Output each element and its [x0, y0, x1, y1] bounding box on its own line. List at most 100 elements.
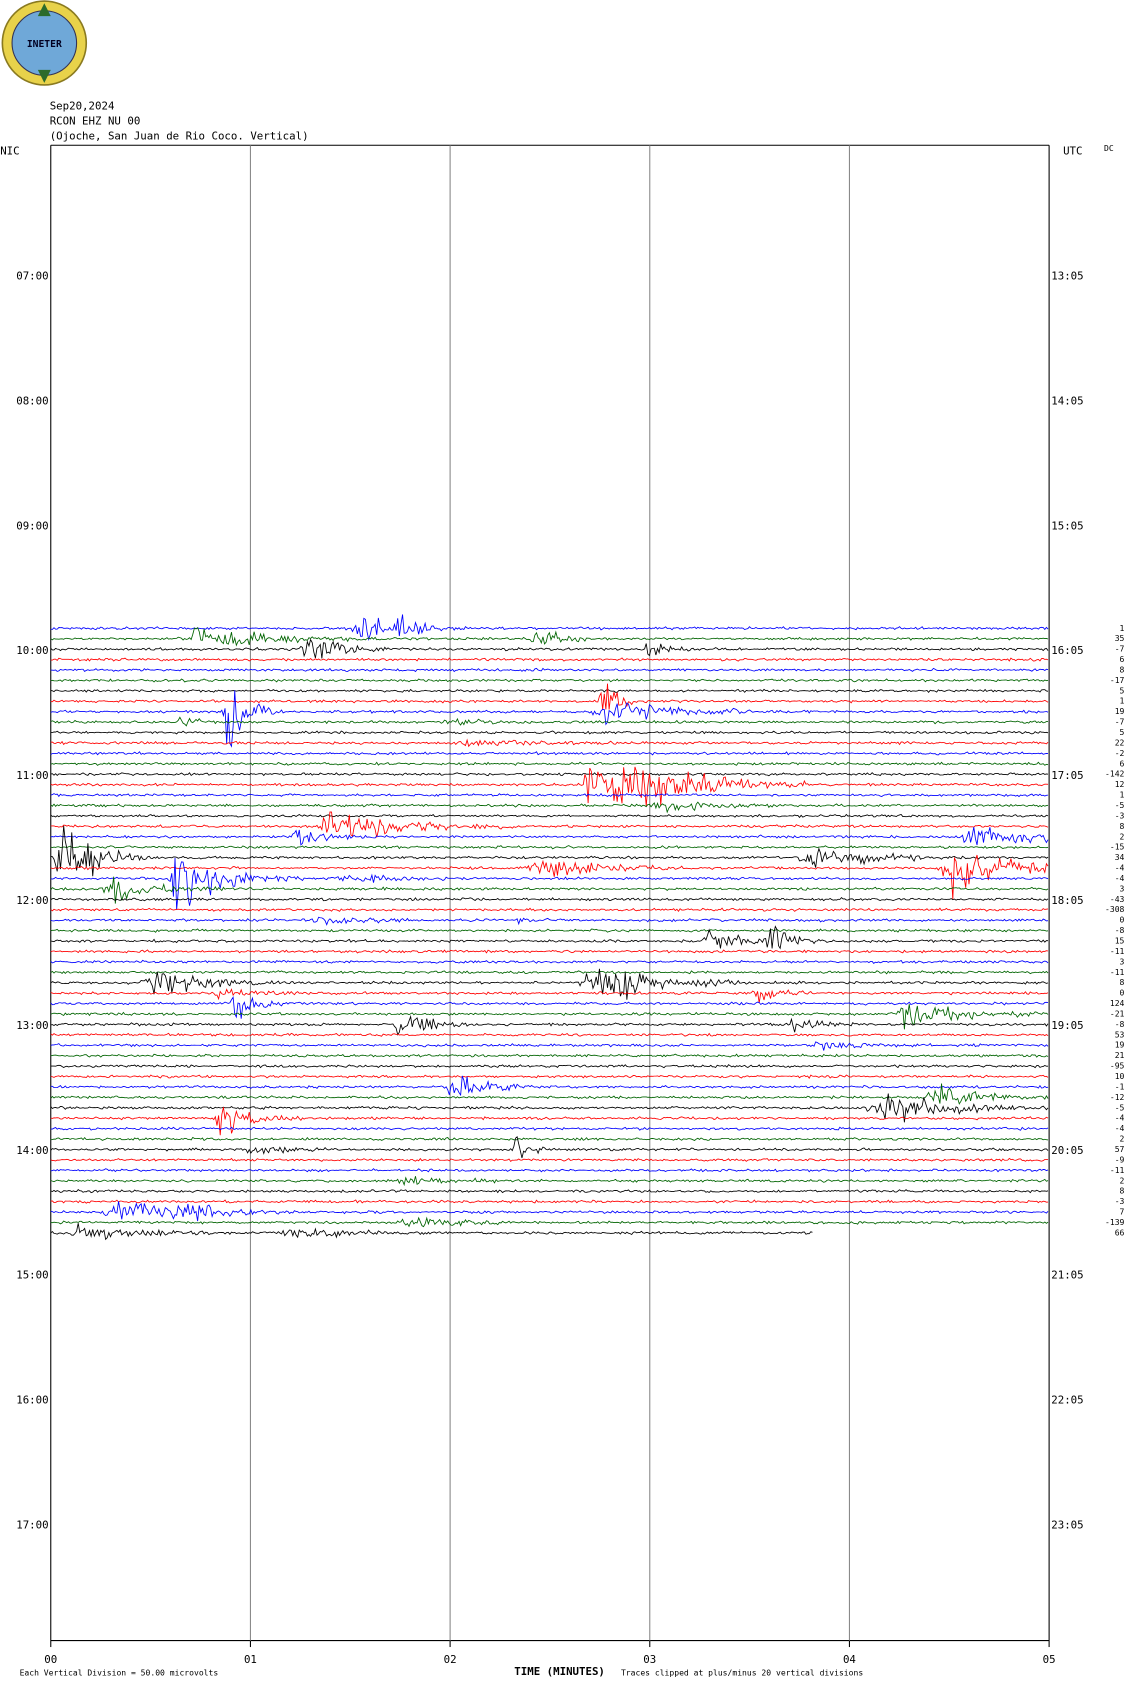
- dc-offset: 66: [1115, 1228, 1125, 1237]
- dc-offset: -9: [1115, 1155, 1125, 1164]
- right-time-label: 19:05: [1051, 1019, 1083, 1032]
- right-time-label: 14:05: [1051, 394, 1083, 407]
- dc-offset: 1: [1120, 697, 1125, 706]
- right-time-label: 15:05: [1051, 519, 1083, 532]
- trace: [50, 897, 1049, 902]
- trace: [50, 826, 1049, 846]
- right-time-label: 13:05: [1051, 269, 1083, 282]
- trace: [50, 1135, 1049, 1159]
- trace: [50, 761, 1049, 766]
- trace: [50, 683, 1049, 710]
- dc-offset: 0: [1120, 916, 1125, 925]
- dc-offset: 3: [1120, 957, 1125, 966]
- left-axis-title: NIC: [0, 145, 19, 158]
- dc-offset: -1: [1115, 1082, 1125, 1091]
- trace: [50, 688, 1049, 693]
- dc-offset: -15: [1110, 843, 1125, 852]
- trace: [50, 813, 1049, 819]
- x-tick-label: 03: [643, 1653, 656, 1666]
- trace: [50, 845, 1049, 850]
- dc-offset: 57: [1115, 1145, 1125, 1154]
- dc-offset: 2: [1120, 1135, 1125, 1144]
- left-time-label: 17:00: [16, 1518, 48, 1531]
- title-line: (Ojoche, San Juan de Rio Coco. Vertical): [50, 130, 309, 143]
- dc-offset: -308: [1105, 905, 1125, 914]
- left-time-label: 15:00: [16, 1269, 48, 1282]
- dc-offset: 8: [1120, 822, 1125, 831]
- trace: [50, 825, 1049, 877]
- dc-offset: 1: [1120, 624, 1125, 633]
- trace: [50, 657, 1049, 662]
- dc-offset: -5: [1115, 1103, 1125, 1112]
- dc-offset: -4: [1115, 1114, 1125, 1123]
- left-time-label: 12:00: [16, 894, 48, 907]
- right-time-label: 17:05: [1051, 769, 1083, 782]
- dc-offset: -139: [1105, 1218, 1125, 1227]
- dc-offset: -21: [1110, 1009, 1125, 1018]
- trace: [50, 627, 1049, 647]
- trace: [50, 925, 1049, 950]
- left-time-label: 13:00: [16, 1019, 48, 1032]
- trace: [50, 959, 1049, 964]
- trace: [50, 907, 1049, 913]
- dc-offset: -8: [1115, 1020, 1125, 1029]
- trace: [50, 970, 1049, 975]
- dc-title: DC: [1104, 144, 1114, 153]
- trace: [50, 690, 1049, 748]
- trace: [50, 1216, 1049, 1228]
- trace: [50, 1223, 813, 1241]
- trace: [50, 988, 1049, 1004]
- trace: [50, 1083, 1049, 1105]
- clip-note: Traces clipped at plus/minus 20 vertical…: [621, 1668, 863, 1677]
- trace: [50, 916, 1049, 926]
- dc-offset: 8: [1120, 665, 1125, 674]
- dc-offset: 35: [1115, 634, 1125, 643]
- dc-offset: 53: [1115, 1030, 1125, 1039]
- dc-offset: -2: [1115, 749, 1125, 758]
- dc-offset: 22: [1115, 738, 1125, 747]
- logo-text: INETER: [27, 39, 62, 50]
- left-time-label: 09:00: [16, 519, 48, 532]
- trace: [50, 1014, 1049, 1036]
- trace: [50, 792, 1049, 798]
- trace: [50, 1176, 1049, 1187]
- traces: [50, 614, 1049, 1241]
- left-time-label: 10:00: [16, 644, 48, 657]
- dc-offset: 21: [1115, 1051, 1125, 1060]
- dc-offset: -7: [1115, 645, 1125, 654]
- x-tick-label: 05: [1043, 1653, 1056, 1666]
- trace: [50, 1157, 1049, 1163]
- dc-offset: -43: [1110, 895, 1125, 904]
- trace: [50, 1168, 1049, 1173]
- trace: [50, 716, 1049, 727]
- dc-offset: -11: [1110, 1166, 1125, 1175]
- trace: [50, 1126, 1049, 1131]
- right-axis-title: UTC: [1063, 145, 1082, 158]
- logo: INETER: [1, 0, 88, 86]
- right-time-label: 23:05: [1051, 1518, 1083, 1531]
- dc-offset: -11: [1110, 968, 1125, 977]
- trace: [50, 857, 1049, 910]
- dc-offset: -4: [1115, 864, 1125, 873]
- scale-note: Each Vertical Division = 50.00 microvolt…: [20, 1668, 219, 1677]
- dc-offset: -95: [1110, 1062, 1125, 1071]
- dc-offset: -3: [1115, 1197, 1125, 1206]
- trace: [50, 949, 1049, 954]
- trace: [50, 766, 1049, 807]
- trace: [50, 876, 1049, 904]
- trace: [50, 738, 1049, 748]
- trace: [50, 1136, 1049, 1142]
- dc-offset: -12: [1110, 1093, 1125, 1102]
- x-axis-title: TIME (MINUTES): [514, 1665, 605, 1678]
- dc-offset: 1: [1120, 791, 1125, 800]
- title-line: Sep20,2024: [50, 100, 115, 113]
- right-time-label: 16:05: [1051, 644, 1083, 657]
- trace: [50, 1199, 1049, 1204]
- dc-offset: -8: [1115, 926, 1125, 935]
- trace: [50, 968, 1049, 1000]
- dc-offset: 0: [1120, 989, 1125, 998]
- dc-offset: -3: [1115, 811, 1125, 820]
- dc-offset: 3: [1120, 884, 1125, 893]
- trace: [50, 730, 1049, 735]
- title-line: RCON EHZ NU 00: [50, 115, 141, 128]
